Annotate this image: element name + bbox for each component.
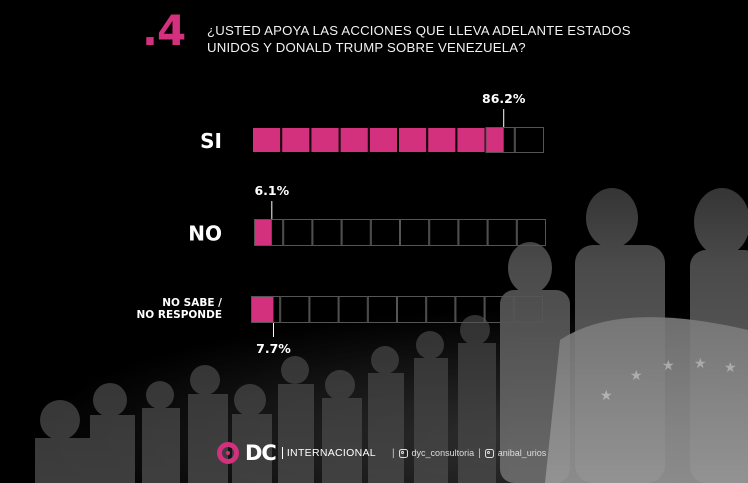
- social-handles: | dyc_consultoria | anibal_urios: [391, 447, 547, 459]
- bar-segment: [398, 127, 428, 153]
- value-label: 7.7%: [256, 341, 291, 356]
- bar-segment: [456, 127, 486, 153]
- bar-segment: [281, 127, 311, 153]
- bar-segment: [514, 127, 544, 153]
- bar-segment: [487, 219, 517, 246]
- value-label: 6.1%: [254, 183, 289, 198]
- value-label: 86.2%: [482, 91, 526, 106]
- bar-segment: [254, 219, 284, 246]
- bar-segment: [368, 127, 398, 153]
- bar-fill: [251, 296, 274, 323]
- question-number: .4: [142, 6, 186, 55]
- bar-fill: [254, 219, 272, 246]
- bar-segment: [283, 219, 313, 246]
- bar-segment: [367, 296, 397, 323]
- brand-name: DC: [245, 441, 277, 465]
- category-label: SI: [200, 129, 222, 153]
- footer-branding: DC INTERNACIONAL | dyc_consultoria | ani…: [217, 437, 546, 469]
- instagram-icon: [398, 448, 408, 458]
- bar-segment: [280, 296, 310, 323]
- category-label: NO RESPONDE: [137, 309, 223, 321]
- brand-logo-icon: [217, 442, 239, 464]
- bar-segment: [312, 219, 342, 246]
- bar-segment: [484, 296, 514, 323]
- bar-segment: [338, 296, 368, 323]
- social-handle[interactable]: anibal_urios: [497, 448, 547, 458]
- bar-segment: [455, 296, 485, 323]
- brand-suffix: INTERNACIONAL: [281, 447, 376, 459]
- instagram-icon: [484, 448, 494, 458]
- bar-segment: [370, 219, 400, 246]
- bar-segment: [400, 219, 430, 246]
- category-label: NO: [188, 222, 222, 246]
- bar-segment: [513, 296, 543, 323]
- bar-segment: [252, 127, 282, 153]
- bar-fill: [252, 127, 504, 153]
- bar-segment: [516, 219, 546, 246]
- question-text: ¿USTED APOYA LAS ACCIONES QUE LLEVA ADEL…: [207, 23, 631, 55]
- bar-segment: [341, 219, 371, 246]
- bar-segment: [458, 219, 488, 246]
- social-handle[interactable]: dyc_consultoria: [411, 448, 475, 458]
- category-label: NO SABE /: [162, 297, 222, 309]
- bar-segment: [251, 296, 281, 323]
- bar-segment: [426, 296, 456, 323]
- bar-segment: [429, 219, 459, 246]
- bar-segment: [397, 296, 427, 323]
- bar-segment: [427, 127, 457, 153]
- bar-segment: [485, 127, 515, 153]
- bar-segment: [310, 127, 340, 153]
- bar-segment: [339, 127, 369, 153]
- bar-segment: [309, 296, 339, 323]
